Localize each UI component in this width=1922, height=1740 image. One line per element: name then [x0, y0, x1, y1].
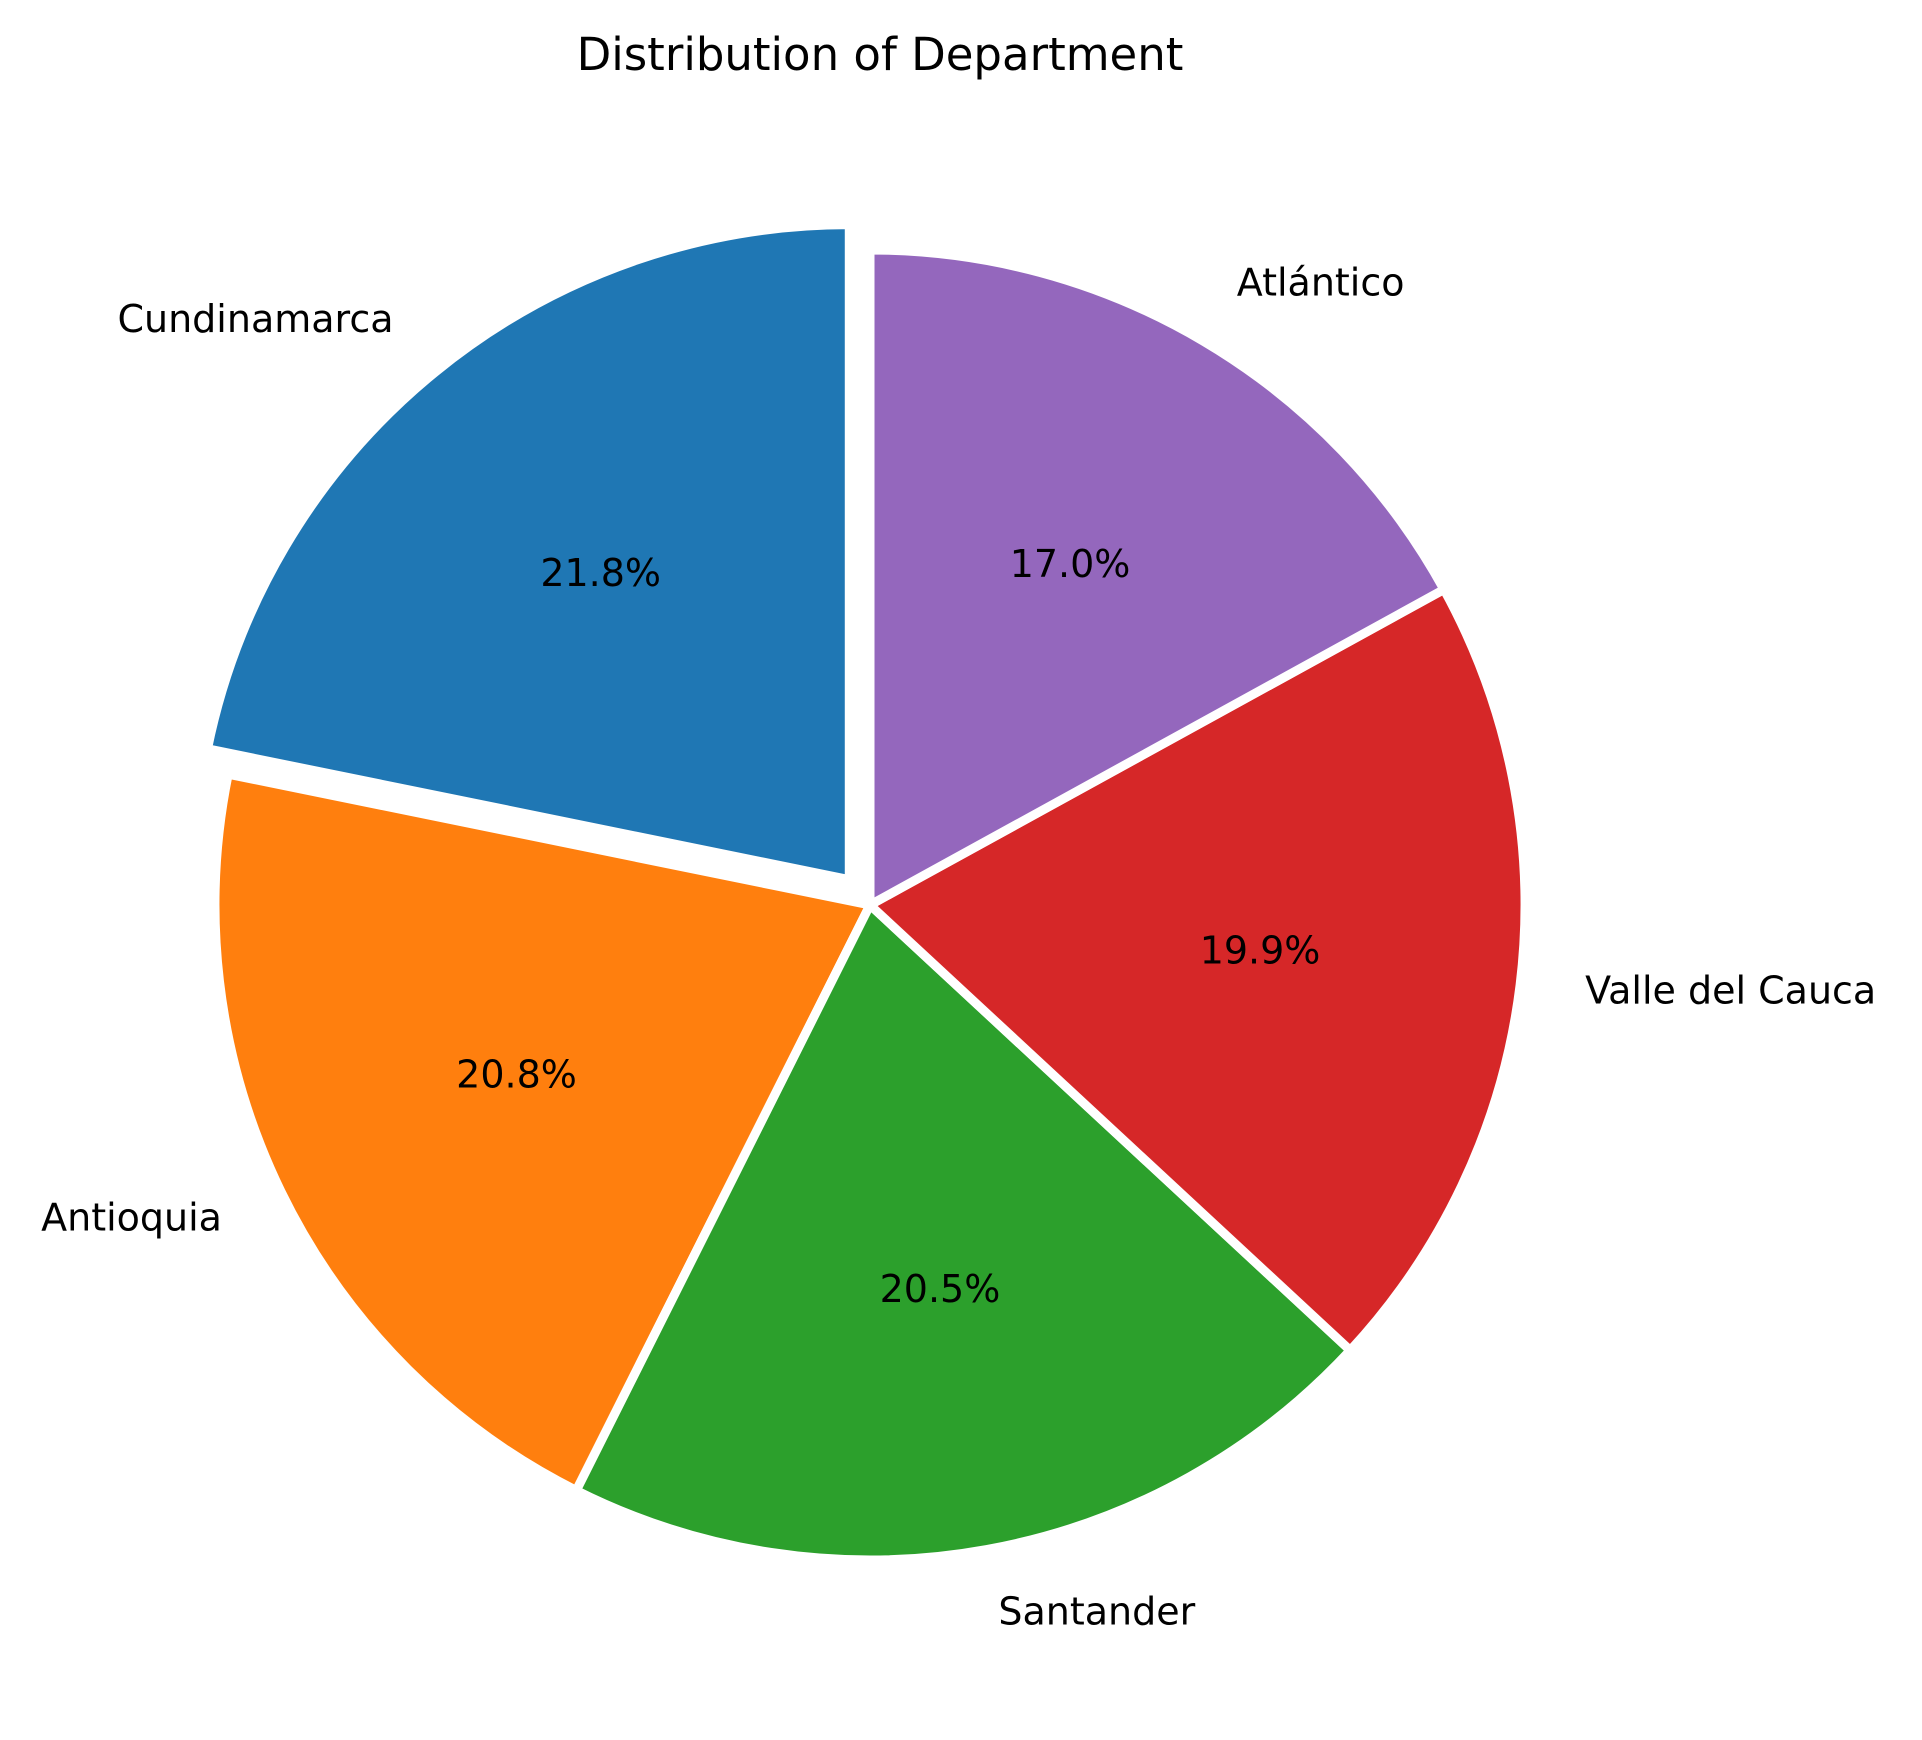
- slice-label-santander: Santander: [998, 1589, 1195, 1633]
- slice-valle-del-cauca: [862, 583, 1530, 1357]
- slice-percent-valle-del-cauca: 19.9%: [1200, 929, 1321, 973]
- slice-antioquia: [210, 768, 877, 1497]
- chart-title: Distribution of Department: [577, 28, 1184, 81]
- slice-percent-atlantico: 17.0%: [1010, 542, 1131, 586]
- slice-label-antioquia: Antioquia: [41, 1195, 222, 1239]
- pie-slices: [202, 220, 1530, 1565]
- slice-percent-santander: 20.5%: [880, 1267, 1001, 1311]
- slice-percent-antioquia: 20.8%: [456, 1052, 577, 1096]
- slice-percent-cundinamarca: 21.8%: [540, 551, 661, 595]
- pie-labels: Cundinamarca 21.8% Antioquia 20.8% Santander…: [41, 260, 1876, 1633]
- slice-cundinamarca: [202, 220, 854, 886]
- slice-label-valle-del-cauca: Valle del Cauca: [1585, 969, 1876, 1013]
- slice-label-cundinamarca: Cundinamarca: [117, 297, 393, 341]
- slice-atlantico: [865, 245, 1451, 913]
- slice-santander: [570, 897, 1357, 1565]
- slice-label-atlantico: Atlántico: [1237, 260, 1405, 304]
